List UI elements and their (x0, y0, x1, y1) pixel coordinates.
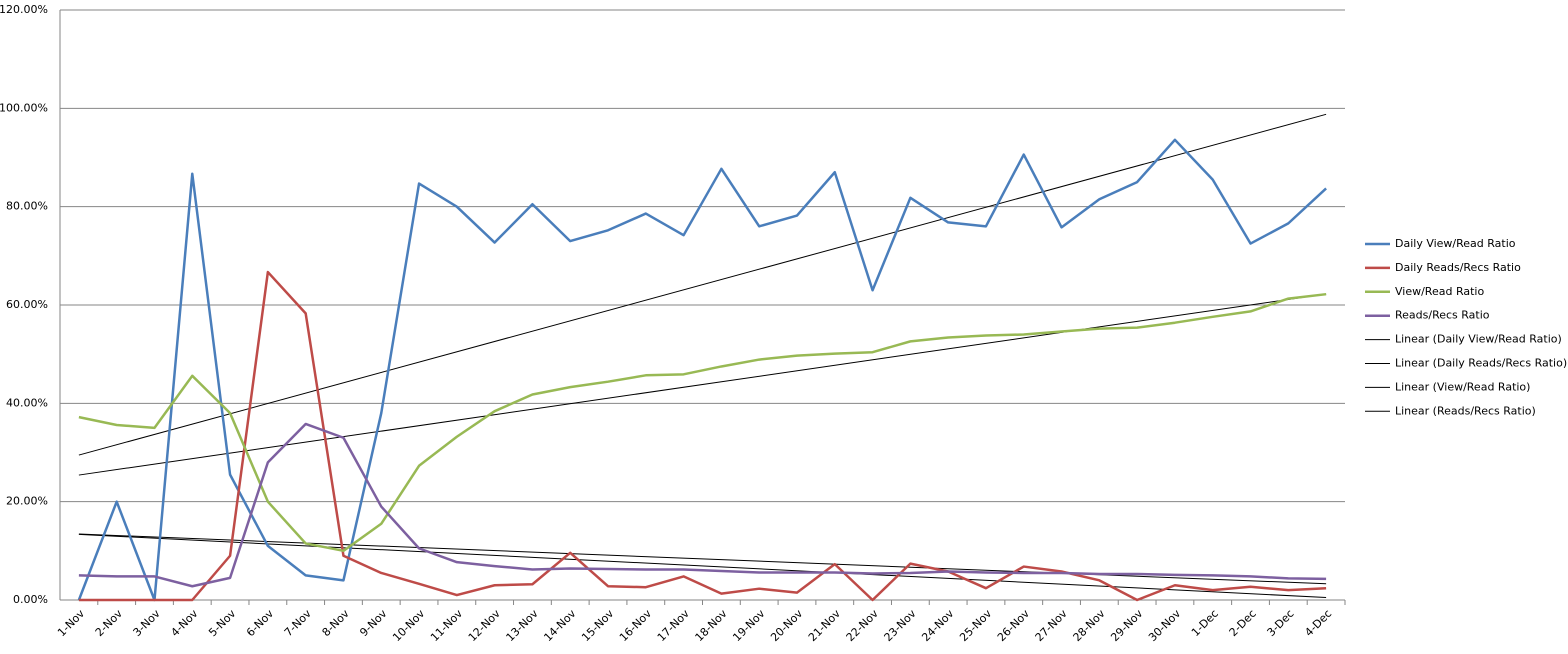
legend-label: Daily View/Read Ratio (1395, 237, 1516, 250)
x-tick-label: 20-Nov (768, 607, 805, 644)
y-tick-label: 60.00% (6, 298, 48, 311)
x-tick-label: 9-Nov (357, 607, 389, 639)
x-tick-label: 8-Nov (320, 607, 352, 639)
trendline (78, 293, 1327, 476)
x-tick-label: 28-Nov (1071, 607, 1108, 644)
x-tick-label: 3-Nov (131, 607, 163, 639)
trendline (78, 533, 1327, 599)
x-tick-label: 10-Nov (390, 607, 427, 644)
legend-label: Reads/Recs Ratio (1395, 309, 1490, 322)
series-line (78, 270, 1327, 602)
y-tick-label: 20.00% (6, 495, 48, 508)
x-tick-label: 14-Nov (541, 607, 578, 644)
x-tick-label: 16-Nov (617, 607, 654, 644)
x-tick-label: 19-Nov (730, 607, 767, 644)
x-tick-label: 4-Nov (168, 607, 200, 639)
x-tick-label: 24-Nov (919, 607, 956, 644)
y-tick-label: 100.00% (0, 101, 48, 114)
x-tick-label: 23-Nov (882, 607, 919, 644)
x-tick-label: 17-Nov (655, 607, 692, 644)
x-tick-label: 12-Nov (466, 607, 503, 644)
x-tick-label: 29-Nov (1108, 607, 1145, 644)
y-tick-label: 40.00% (6, 396, 48, 409)
legend-label: View/Read Ratio (1395, 285, 1484, 298)
legend-label: Linear (Daily Reads/Recs Ratio) (1395, 357, 1567, 370)
x-tick-label: 4-Dec (1302, 607, 1334, 639)
x-tick-label: 21-Nov (806, 607, 843, 644)
x-tick-label: 13-Nov (504, 607, 541, 644)
legend-label: Linear (Daily View/Read Ratio) (1395, 333, 1562, 346)
x-tick-label: 27-Nov (1033, 607, 1070, 644)
x-tick-label: 1-Dec (1189, 607, 1221, 639)
series-line (78, 422, 1327, 588)
y-tick-label: 120.00% (0, 3, 48, 16)
x-tick-label: 15-Nov (579, 607, 616, 644)
x-tick-label: 18-Nov (693, 607, 730, 644)
x-tick-label: 3-Dec (1265, 607, 1297, 639)
series-line (77, 138, 1327, 602)
x-tick-label: 25-Nov (957, 607, 994, 644)
x-tick-label: 7-Nov (282, 607, 314, 639)
legend-label: Linear (Reads/Recs Ratio) (1395, 404, 1536, 417)
trendline (78, 533, 1327, 585)
x-tick-label: 6-Nov (244, 607, 276, 639)
series-line (78, 292, 1327, 553)
x-tick-label: 2-Nov (93, 607, 125, 639)
x-tick-label: 1-Nov (55, 607, 87, 639)
x-tick-label: 30-Nov (1146, 607, 1183, 644)
x-tick-label: 2-Dec (1227, 607, 1259, 639)
x-tick-label: 11-Nov (428, 607, 465, 644)
x-tick-label: 26-Nov (995, 607, 1032, 644)
legend-label: Daily Reads/Recs Ratio (1395, 261, 1521, 274)
x-tick-label: 22-Nov (844, 607, 881, 644)
x-tick-label: 5-Nov (206, 607, 238, 639)
legend-label: Linear (View/Read Ratio) (1395, 380, 1530, 393)
y-tick-label: 0.00% (13, 593, 48, 606)
trendline (78, 113, 1327, 456)
y-tick-label: 80.00% (6, 200, 48, 213)
